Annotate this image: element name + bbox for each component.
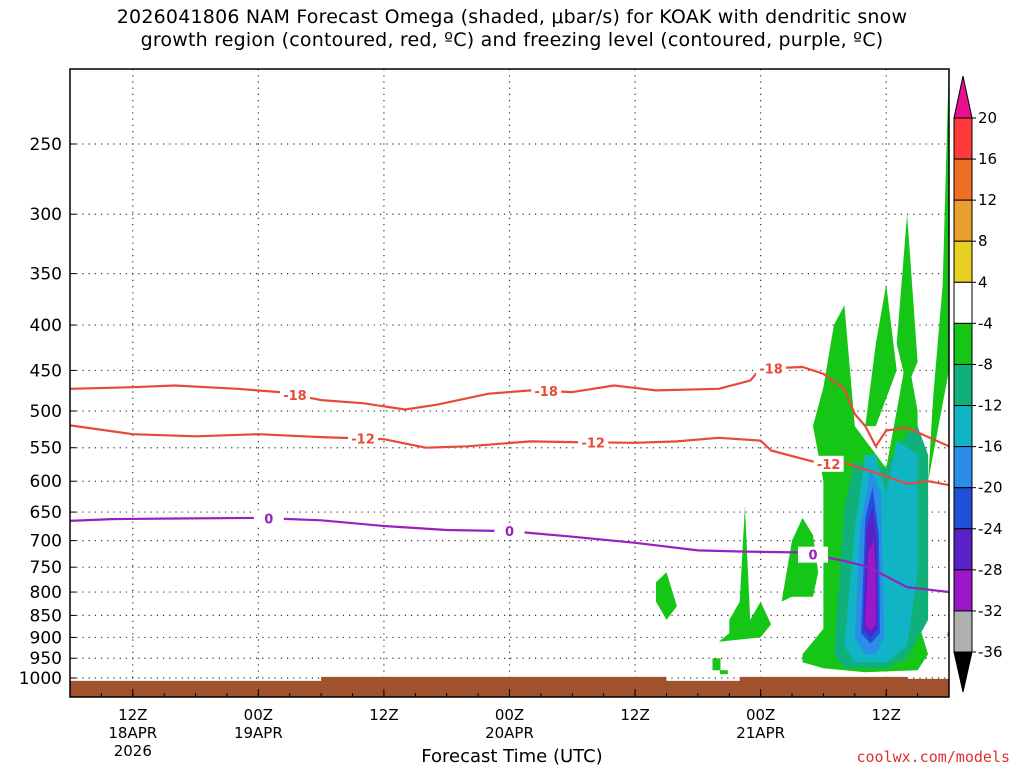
contour-label: 0 bbox=[264, 512, 273, 527]
y-tick-label: 850 bbox=[30, 606, 62, 626]
y-tick-label: 700 bbox=[30, 532, 62, 552]
omega-shade-region bbox=[928, 69, 949, 482]
contour-label: 0 bbox=[505, 525, 514, 540]
x-tick-label: 21APR bbox=[736, 724, 785, 742]
x-tick-label: 12Z bbox=[872, 706, 901, 724]
x-tick-label: 12Z bbox=[620, 706, 649, 724]
omega-shade-region bbox=[865, 284, 897, 427]
omega-shade-region bbox=[865, 540, 876, 631]
contour-label-bg bbox=[348, 430, 378, 447]
pressure-axis: 2503003504004505005506006507007508008509… bbox=[19, 135, 76, 689]
title-line-1: 2026041806 NAM Forecast Omega (shaded, μ… bbox=[116, 6, 908, 28]
contour-label: -18 bbox=[534, 385, 558, 400]
colorbar-label: -32 bbox=[978, 602, 1003, 620]
y-tick-label: 750 bbox=[30, 558, 62, 578]
contour-label: -18 bbox=[283, 389, 307, 404]
colorbar-bottom-arrow bbox=[953, 651, 973, 693]
omega-colorbar: 20 16 12 8 4 -4 -8 -12 -16 -20 -24 -28 -32 -36 bbox=[953, 75, 1003, 693]
colorbar-label: 16 bbox=[978, 150, 997, 168]
contour-line bbox=[70, 424, 949, 487]
y-tick-label: 450 bbox=[30, 361, 62, 381]
y-tick-label: 1000 bbox=[19, 669, 62, 689]
x-tick-label: 19APR bbox=[234, 724, 283, 742]
colorbar-label: -8 bbox=[978, 355, 993, 373]
y-tick-label: 400 bbox=[30, 316, 62, 336]
contours: -18 -18 -18 -12 -12 -12 0 0 0 bbox=[70, 360, 949, 594]
contour-label-bg bbox=[756, 360, 787, 377]
colorbar-swatch bbox=[953, 405, 973, 448]
colorbar-label: -36 bbox=[978, 643, 1003, 661]
colorbar-label: -16 bbox=[978, 438, 1003, 456]
x-tick-label: 18APR bbox=[108, 724, 157, 742]
y-tick-label: 800 bbox=[30, 583, 62, 603]
contour-label: -12 bbox=[581, 436, 605, 451]
colorbar-swatch bbox=[953, 569, 973, 612]
colorbar-label: 4 bbox=[978, 273, 988, 291]
credit-text[interactable]: coolwx.com/models bbox=[856, 748, 1010, 766]
colorbar-swatch bbox=[953, 528, 973, 571]
x-tick-label: 12Z bbox=[369, 706, 398, 724]
y-tick-label: 250 bbox=[30, 135, 62, 155]
colorbar-swatch bbox=[953, 446, 973, 489]
contour-label-bg bbox=[813, 455, 844, 472]
colorbar-top-arrow bbox=[953, 75, 973, 119]
contour-label-bg bbox=[578, 434, 609, 451]
contour-label: -12 bbox=[817, 458, 841, 473]
terrain-fill bbox=[70, 676, 949, 697]
x-tick-label: 2026 bbox=[114, 742, 152, 760]
y-tick-label: 650 bbox=[30, 503, 62, 523]
x-tick-label: 00Z bbox=[746, 706, 775, 724]
omega-shade-region bbox=[656, 572, 677, 620]
x-tick-label: 20APR bbox=[485, 724, 534, 742]
contour-label-bg bbox=[531, 383, 562, 400]
colorbar-label: -12 bbox=[978, 397, 1003, 415]
colorbar-swatch bbox=[953, 610, 973, 653]
colorbar-swatch bbox=[953, 487, 973, 530]
x-tick-label: 12Z bbox=[118, 706, 147, 724]
y-tick-label: 900 bbox=[30, 628, 62, 648]
contour-label-bg bbox=[279, 387, 310, 404]
colorbar-label: 20 bbox=[978, 109, 997, 127]
contour-label: -18 bbox=[759, 362, 783, 377]
colorbar-label: -28 bbox=[978, 561, 1003, 579]
omega-shade-region bbox=[712, 658, 721, 671]
colorbar-label: -20 bbox=[978, 479, 1003, 497]
colorbar-label: 8 bbox=[978, 232, 988, 250]
y-tick-label: 500 bbox=[30, 402, 62, 422]
y-tick-label: 600 bbox=[30, 472, 62, 492]
omega-shade-region bbox=[719, 670, 728, 675]
x-tick-label: 00Z bbox=[495, 706, 524, 724]
y-tick-label: 350 bbox=[30, 265, 62, 285]
omega-shade-region bbox=[896, 214, 918, 388]
colorbar-swatch bbox=[953, 240, 973, 283]
y-tick-label: 300 bbox=[30, 205, 62, 225]
omega-shade-region bbox=[718, 506, 772, 642]
colorbar-swatch bbox=[953, 117, 973, 160]
x-axis-title: Forecast Time (UTC) bbox=[421, 746, 603, 767]
contour-line bbox=[70, 516, 949, 594]
colorbar-label: 12 bbox=[978, 191, 997, 209]
chart-title: 2026041806 NAM Forecast Omega (shaded, μ… bbox=[0, 6, 1024, 52]
colorbar-label: -24 bbox=[978, 520, 1003, 538]
contour-label: -12 bbox=[351, 432, 375, 447]
y-tick-label: 550 bbox=[30, 439, 62, 459]
colorbar-swatch bbox=[953, 322, 973, 365]
colorbar-swatch bbox=[953, 199, 973, 242]
title-line-2: growth region (contoured, red, ºC) and f… bbox=[140, 29, 884, 51]
contour-label-bg bbox=[494, 523, 525, 540]
y-tick-label: 950 bbox=[30, 649, 62, 669]
contour-label-bg bbox=[797, 546, 828, 563]
terrain bbox=[70, 676, 949, 697]
colorbar-label: -4 bbox=[978, 314, 993, 332]
colorbar-swatch bbox=[953, 158, 973, 201]
colorbar-swatch bbox=[953, 363, 973, 407]
contour-label: 0 bbox=[808, 549, 817, 564]
colorbar-swatch bbox=[953, 281, 973, 324]
contour-label-bg bbox=[253, 510, 284, 527]
x-tick-label: 00Z bbox=[244, 706, 273, 724]
